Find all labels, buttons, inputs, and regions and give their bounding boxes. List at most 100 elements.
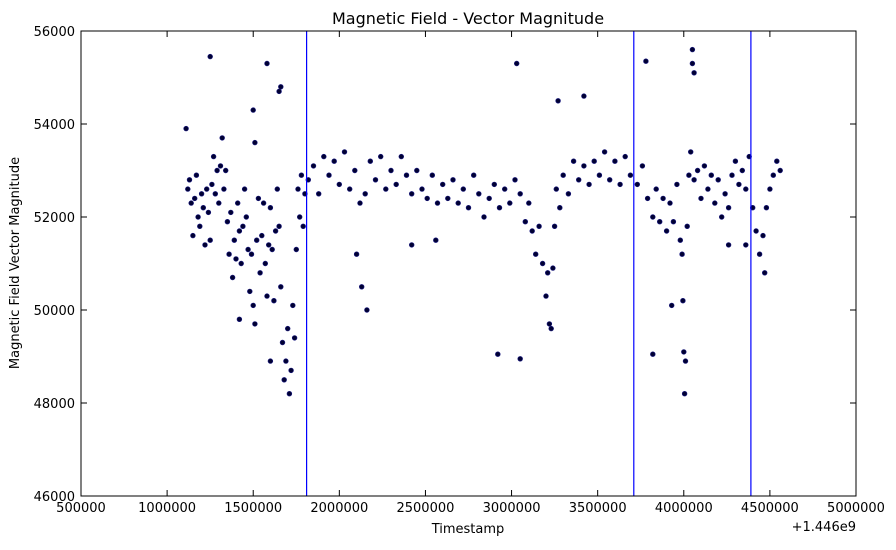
data-point: [398, 153, 404, 160]
data-point: [445, 195, 451, 202]
data-point: [450, 177, 456, 183]
data-point: [517, 356, 523, 362]
data-point: [274, 186, 280, 192]
data-point: [295, 186, 301, 192]
data-point: [612, 158, 618, 164]
y-tick-label: 46000: [34, 490, 75, 505]
data-point: [210, 153, 217, 160]
data-point: [245, 246, 251, 253]
data-point: [691, 70, 697, 76]
data-point: [596, 172, 603, 178]
data-point: [271, 298, 277, 304]
data-point: [565, 191, 572, 197]
data-point: [686, 172, 692, 178]
data-point: [763, 205, 770, 211]
data-point: [212, 191, 219, 197]
data-point: [424, 195, 430, 202]
data-point: [331, 158, 337, 164]
data-point: [555, 98, 561, 104]
data-point: [252, 321, 258, 327]
data-point: [269, 246, 275, 253]
data-point: [254, 237, 260, 243]
data-point: [378, 153, 384, 160]
data-point: [193, 172, 200, 178]
data-point: [233, 256, 239, 262]
data-point: [433, 237, 439, 243]
data-point: [388, 167, 394, 174]
data-point: [681, 349, 687, 355]
y-tick-label: 48000: [34, 397, 75, 412]
data-point: [725, 205, 732, 211]
y-axis-label: Magnetic Field Vector Magnitude: [8, 157, 23, 369]
data-point: [285, 325, 291, 332]
data-point: [414, 167, 420, 174]
data-point: [216, 200, 222, 206]
data-point: [512, 177, 518, 183]
data-point: [601, 149, 608, 155]
data-point: [476, 191, 482, 197]
y-tick-label: 54000: [34, 118, 75, 133]
data-point: [689, 60, 696, 67]
data-point: [264, 60, 270, 67]
data-point: [718, 214, 725, 220]
data-point: [756, 251, 763, 257]
data-point: [677, 237, 683, 243]
data-point: [687, 149, 694, 155]
x-tick-label: 3000000: [483, 501, 541, 516]
data-point: [546, 321, 553, 327]
data-point: [197, 223, 203, 230]
data-point: [288, 367, 294, 374]
data-point: [539, 260, 546, 267]
data-point: [770, 172, 776, 178]
data-point: [674, 181, 680, 188]
data-point: [357, 200, 363, 206]
data-point: [250, 302, 256, 309]
data-point: [276, 88, 282, 95]
x-tick-label: 4000000: [655, 501, 713, 516]
data-point: [684, 223, 690, 230]
data-point: [202, 242, 208, 248]
data-point: [761, 270, 768, 276]
data-point: [185, 186, 191, 192]
data-point: [266, 242, 272, 248]
data-point: [209, 181, 215, 188]
data-point: [591, 158, 597, 164]
data-point: [570, 158, 577, 164]
x-tick-label: 5000000: [827, 501, 885, 516]
data-point: [680, 298, 686, 304]
y-tick-label: 52000: [34, 211, 75, 226]
data-point: [698, 195, 704, 202]
data-point: [341, 149, 348, 155]
data-point: [255, 195, 262, 202]
data-point: [409, 191, 415, 197]
data-point: [722, 191, 728, 197]
data-point: [219, 135, 225, 141]
x-tick-label: 3500000: [569, 501, 627, 516]
data-point: [725, 242, 732, 248]
data-point: [760, 232, 766, 239]
data-point: [236, 228, 243, 234]
data-point: [272, 228, 279, 234]
axis-ticks: 500000 1000000 1500000 2000000 2500000 300000…: [34, 25, 885, 516]
data-point: [650, 214, 656, 220]
data-point: [543, 293, 549, 299]
data-point: [298, 172, 305, 178]
data-point: [231, 237, 238, 243]
data-point: [736, 181, 742, 188]
y-tick-label: 56000: [34, 25, 75, 40]
data-point: [316, 191, 322, 197]
data-point: [321, 153, 327, 160]
data-point: [326, 172, 332, 178]
data-point: [190, 232, 196, 239]
data-point: [214, 167, 220, 174]
data-point: [250, 107, 256, 113]
data-point: [586, 181, 592, 188]
data-point: [455, 200, 461, 206]
data-point: [532, 251, 539, 257]
data-point: [207, 237, 213, 243]
data-point: [359, 284, 365, 290]
data-point: [550, 265, 556, 271]
data-point: [186, 177, 193, 183]
